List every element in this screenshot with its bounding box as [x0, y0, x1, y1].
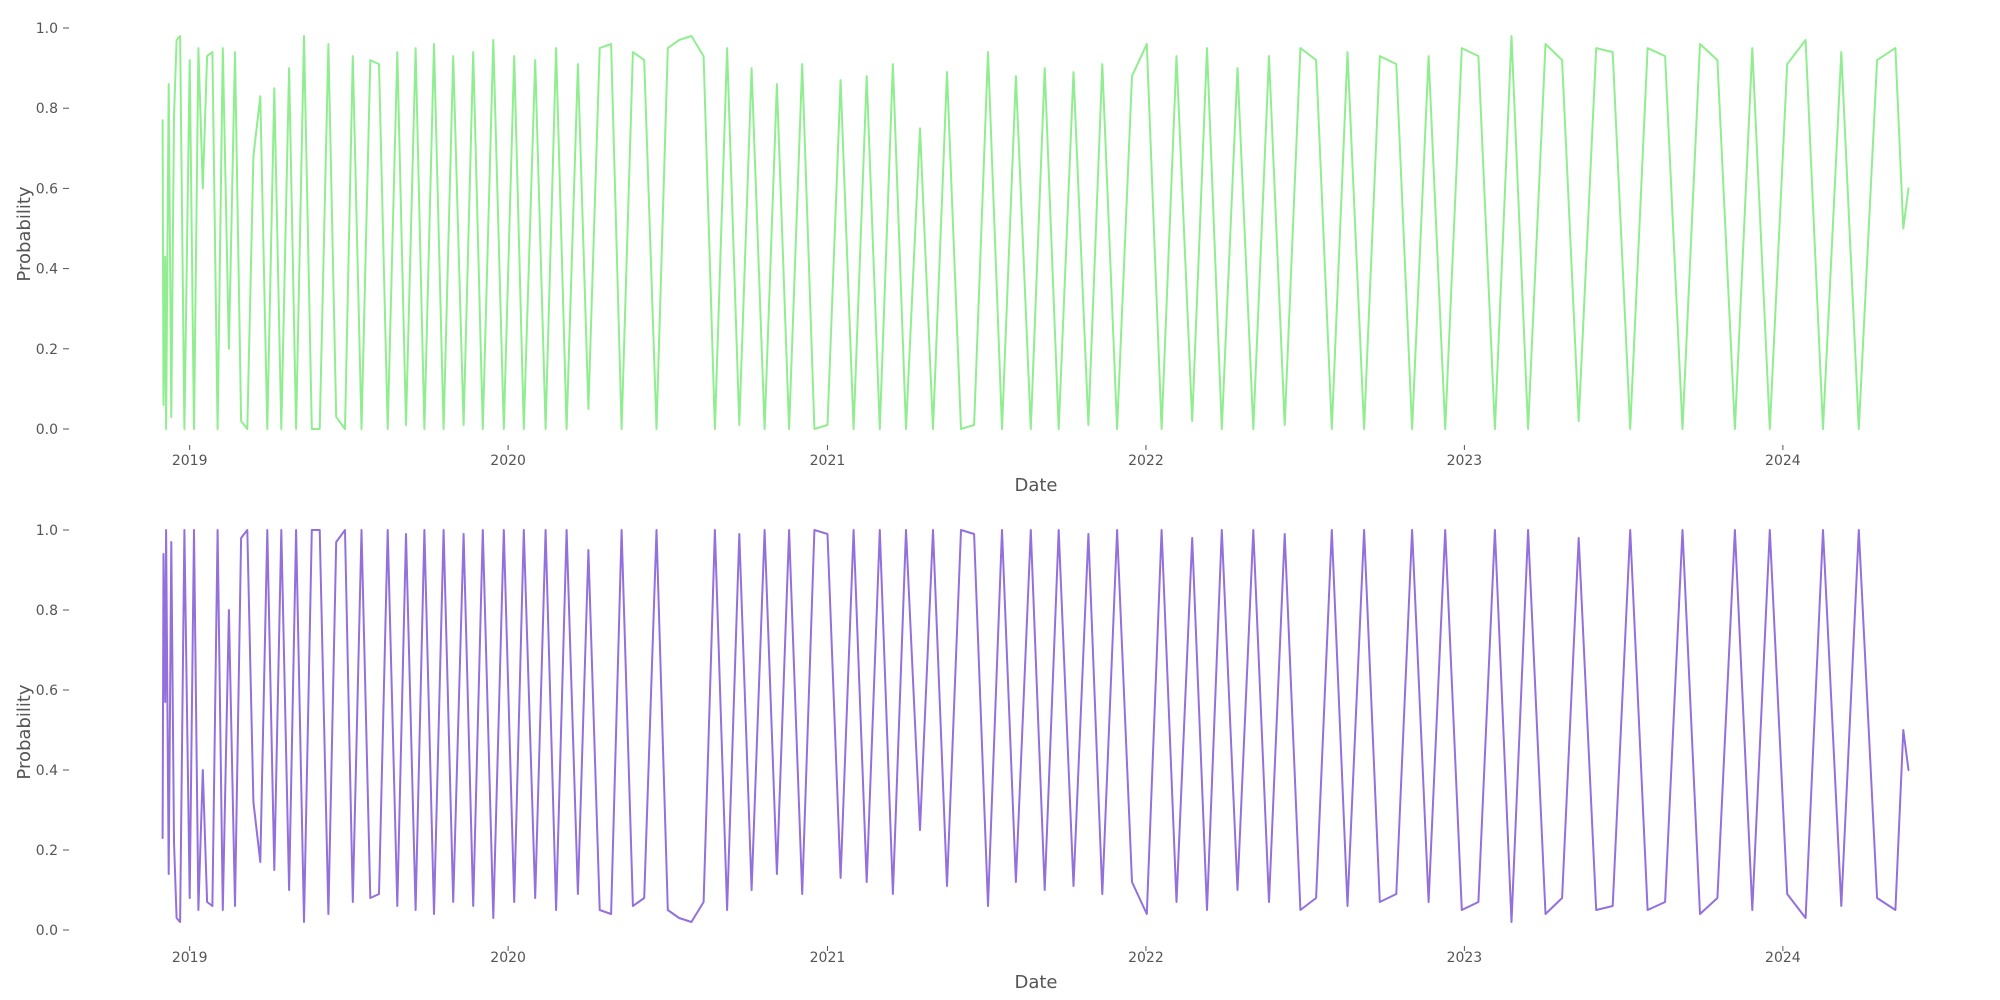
y-tick-label: 0.0	[36, 923, 58, 939]
y-tick-label: 1.0	[36, 523, 58, 539]
y-axis-label: Probability	[14, 186, 35, 281]
series-line	[161, 529, 1910, 923]
chart-probability-green: Probability Date 0.0 0.2 0.4 0.6 0.8 1.0 2019…	[14, 21, 1910, 496]
y-tick-label: 0.8	[36, 603, 58, 619]
x-axis: 2019 2020 2021 2022 2023 2024	[172, 445, 1801, 469]
y-tick-label: 0.6	[36, 683, 58, 699]
x-tick-label: 2023	[1447, 453, 1483, 469]
series-group	[161, 35, 1910, 430]
y-axis: 0.0 0.2 0.4 0.6 0.8 1.0	[36, 21, 69, 438]
y-tick-label: 0.4	[36, 262, 58, 278]
y-tick-label: 0.2	[36, 843, 58, 859]
x-tick-label: 2019	[172, 453, 208, 469]
x-tick-label: 2019	[172, 950, 208, 966]
y-tick-label: 0.2	[36, 342, 58, 358]
x-tick-label: 2020	[490, 453, 526, 469]
x-tick-label: 2020	[490, 950, 526, 966]
series-line	[161, 35, 1910, 430]
y-axis-label: Probability	[14, 684, 35, 779]
x-axis-label: Date	[1014, 972, 1057, 993]
y-tick-label: 0.8	[36, 101, 58, 117]
y-tick-label: 0.4	[36, 763, 58, 779]
x-tick-label: 2021	[810, 453, 846, 469]
y-tick-label: 0.0	[36, 422, 58, 438]
x-tick-label: 2024	[1765, 453, 1801, 469]
x-tick-label: 2023	[1447, 950, 1483, 966]
y-axis: 0.0 0.2 0.4 0.6 0.8 1.0	[36, 523, 69, 939]
x-tick-label: 2022	[1128, 950, 1164, 966]
series-group	[161, 529, 1910, 923]
x-tick-label: 2022	[1128, 453, 1164, 469]
x-tick-label: 2021	[810, 950, 846, 966]
x-axis: 2019 2020 2021 2022 2023 2024	[172, 946, 1801, 966]
chart-probability-purple: Probability Date 0.0 0.2 0.4 0.6 0.8 1.0 2019…	[14, 523, 1910, 993]
y-tick-label: 1.0	[36, 21, 58, 37]
x-tick-label: 2024	[1765, 950, 1801, 966]
y-tick-label: 0.6	[36, 181, 58, 197]
x-axis-label: Date	[1014, 475, 1057, 496]
